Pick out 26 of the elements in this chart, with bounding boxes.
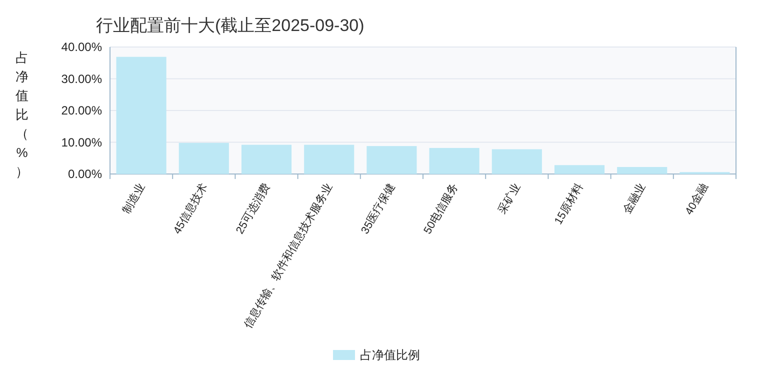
bar xyxy=(366,146,417,174)
chart-title: 行业配置前十大(截止至2025-09-30) xyxy=(96,16,364,35)
y-tick-label: 0.00% xyxy=(68,167,102,181)
bar xyxy=(178,142,229,174)
x-tick-label: 制造业 xyxy=(120,181,148,216)
legend-label: 占净值比例 xyxy=(360,348,420,362)
x-tick-label: 金融业 xyxy=(620,181,648,216)
x-tick-label: 35医疗保健 xyxy=(358,181,398,236)
bar xyxy=(617,167,668,174)
y-tick-label: 10.00% xyxy=(61,135,102,150)
x-tick-label: 50电信服务 xyxy=(420,181,460,236)
y-tick-label: 20.00% xyxy=(61,104,102,118)
x-tick-label: 40金融 xyxy=(683,182,711,218)
y-tick-label: 30.00% xyxy=(61,72,102,86)
bar xyxy=(554,165,605,174)
bar xyxy=(492,149,542,174)
x-tick-label: 45信息技术 xyxy=(170,181,210,236)
x-tick-label: 25可选消费 xyxy=(233,181,273,236)
bar xyxy=(429,148,480,174)
bar xyxy=(241,144,292,174)
y-tick-label: 40.00% xyxy=(61,40,102,54)
x-tick-label: 15原材料 xyxy=(552,181,586,227)
y-axis-title: 占净值比（%） xyxy=(16,50,28,179)
bar xyxy=(304,144,354,174)
bar xyxy=(116,56,166,174)
x-tick-label: 采矿业 xyxy=(495,181,523,216)
